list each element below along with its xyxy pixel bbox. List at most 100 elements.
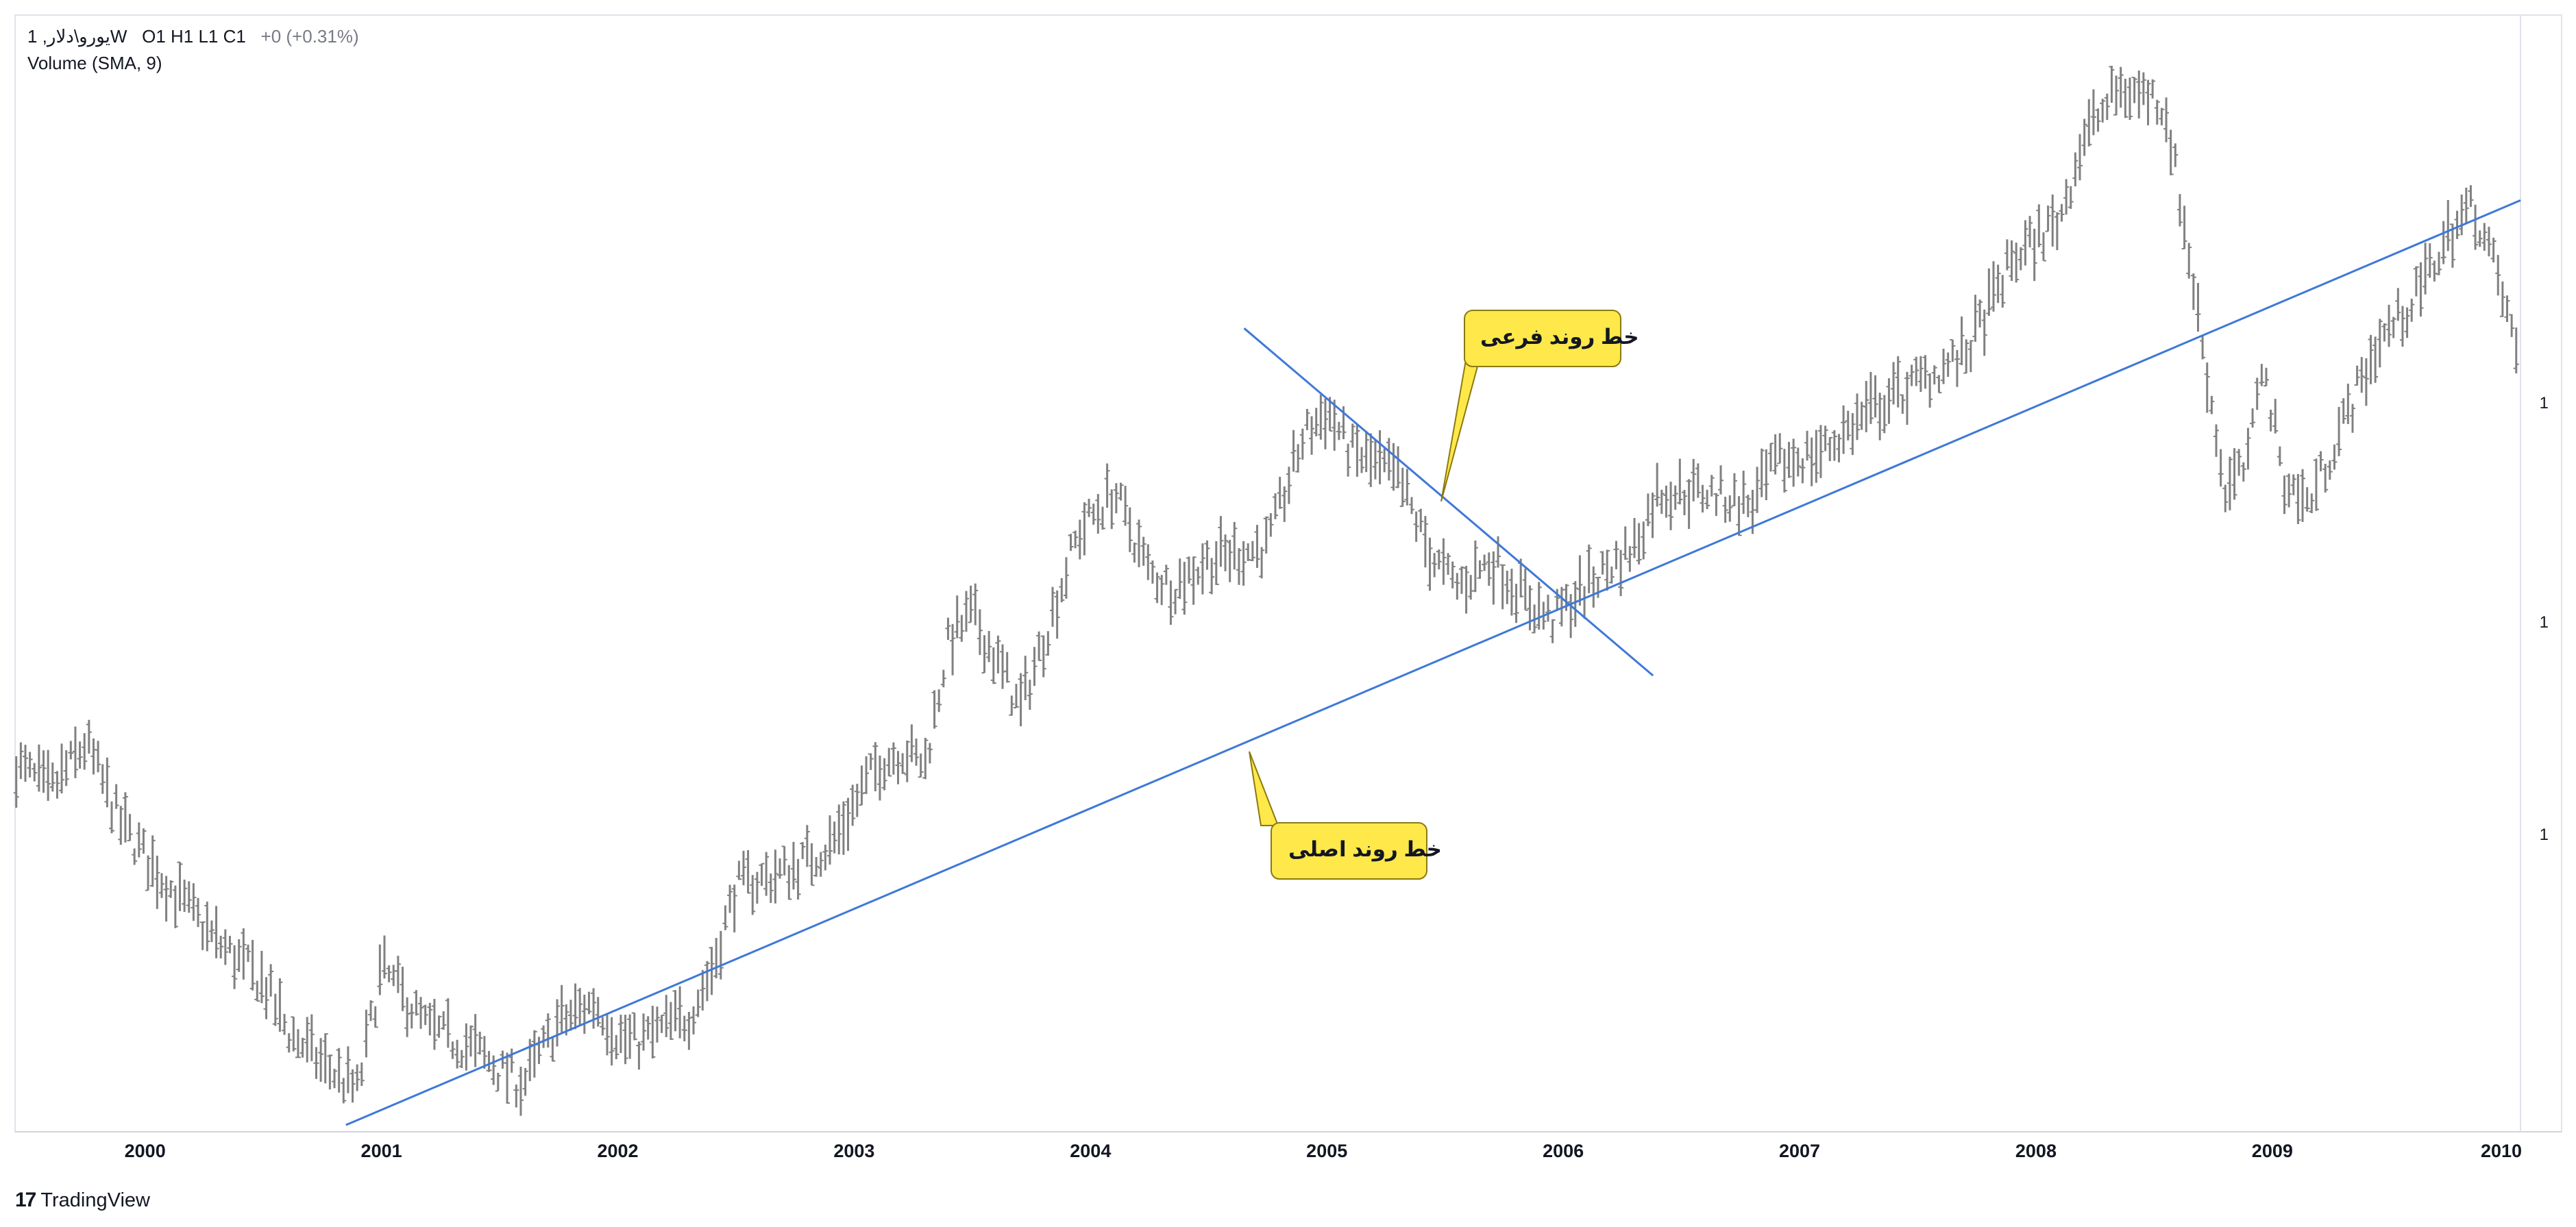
ohlc-bar xyxy=(2395,288,2401,321)
ohlc-bar xyxy=(327,1054,333,1090)
ohlc-bar xyxy=(177,861,183,911)
ohlc-bar xyxy=(113,784,119,809)
ohlc-bar xyxy=(2304,487,2310,512)
ohlc-bar xyxy=(2431,260,2438,282)
tradingview-brand[interactable]: 17 TradingView xyxy=(15,1189,150,1212)
ohlc-bar xyxy=(13,756,19,808)
ohlc-bar xyxy=(1018,673,1024,727)
ohlc-bar xyxy=(1959,316,1965,366)
x-tick-label: 2002 xyxy=(597,1141,639,1161)
symbol-legend[interactable]: 1 ,یورو\دلارW O1 H1 L1 C1 +0 (+0.31%) xyxy=(27,26,359,47)
ohlc-bar xyxy=(436,1015,442,1038)
ohlc-bar xyxy=(963,591,969,632)
ohlc-bar xyxy=(463,1023,469,1071)
ohlc-bar xyxy=(2477,230,2483,247)
ohlc-bar xyxy=(213,906,219,958)
ohlc-bar xyxy=(2000,275,2006,308)
ohlc-bar xyxy=(1977,299,1983,327)
callout-main-trendline[interactable] xyxy=(1249,751,1427,880)
ohlc-bar xyxy=(2159,108,2165,125)
ohlc-bar xyxy=(2236,449,2242,476)
ohlc-bar xyxy=(2327,460,2333,480)
ohlc-bar xyxy=(1850,413,1856,456)
ohlc-bar xyxy=(1963,339,1970,374)
ohlc-bar xyxy=(2336,406,2342,456)
ohlc-bar xyxy=(577,988,583,1026)
indicator-legend[interactable]: Volume (SMA, 9) xyxy=(27,53,162,73)
ohlc-bar xyxy=(2218,449,2224,487)
ohlc-bar xyxy=(2122,78,2129,119)
ohlc-bar xyxy=(2126,77,2133,121)
trendlines[interactable] xyxy=(345,199,2521,1126)
ohlc-bar xyxy=(1554,588,1560,610)
ohlc-bar xyxy=(495,1072,501,1092)
ohlc-bar xyxy=(2013,243,2020,283)
ohlc-bar xyxy=(1981,309,1987,356)
callout-main-box xyxy=(1271,822,1427,880)
ohlc-bar xyxy=(1886,378,1892,424)
ohlc-bar xyxy=(1213,541,1219,585)
ohlc-bar xyxy=(895,751,901,784)
ohlc-bar xyxy=(132,848,138,865)
ohlc-bar xyxy=(2022,220,2028,266)
ohlc-bar xyxy=(2163,97,2170,142)
ohlc-bar xyxy=(354,1064,360,1091)
callout-main-text: خط روند اصلی xyxy=(1288,837,1443,861)
ohlc-bar xyxy=(2136,71,2142,119)
ohlc-bar xyxy=(831,821,837,854)
ohlc-values: O1 H1 L1 C1 xyxy=(142,26,246,47)
ohlc-bar xyxy=(491,1055,497,1085)
ohlc-bar xyxy=(1090,504,1096,525)
ohlc-bar xyxy=(809,843,815,887)
ohlc-bar xyxy=(1863,381,1869,432)
ohlc-bar xyxy=(1636,523,1642,565)
price-label-upper: 1 xyxy=(2536,393,2551,414)
ohlc-bar xyxy=(850,784,856,826)
ohlc-bar xyxy=(458,1050,465,1069)
ohlc-bar xyxy=(1777,433,1783,464)
ohlc-bar xyxy=(909,724,915,763)
callout-main-pointer xyxy=(1249,751,1279,826)
ohlc-bar xyxy=(404,997,410,1037)
ohlc-bar xyxy=(1031,647,1038,686)
ohlc-bar xyxy=(2300,469,2306,522)
ohlc-bar xyxy=(2250,408,2256,428)
ohlc-bar xyxy=(2340,398,2346,424)
ohlc-bar xyxy=(127,814,133,841)
ohlc-bar xyxy=(1472,540,1478,593)
trendline-main[interactable] xyxy=(345,199,2521,1126)
ohlc-bar xyxy=(772,850,778,904)
ohlc-bar xyxy=(236,939,242,972)
ohlc-bar xyxy=(2268,409,2274,432)
ohlc-bar xyxy=(1995,264,2001,303)
ohlc-bar xyxy=(2490,237,2497,262)
symbol-name[interactable]: 1 ,یورو\دلارW xyxy=(27,26,127,47)
ohlc-bar xyxy=(1608,567,1615,584)
ohlc-bar xyxy=(2318,451,2324,471)
ohlc-bar xyxy=(1131,542,1138,563)
ohlc-bar xyxy=(1072,530,1079,549)
ohlc-bar xyxy=(1168,580,1174,625)
ohlc-bar xyxy=(1867,371,1874,424)
ohlc-bar xyxy=(1549,619,1556,643)
ohlc-bar xyxy=(727,884,733,913)
callout-secondary-trendline[interactable] xyxy=(1440,310,1621,502)
ohlc-bar xyxy=(1891,362,1897,405)
ohlc-bar xyxy=(22,745,28,782)
ohlc-bar xyxy=(1263,516,1269,554)
ohlc-bar xyxy=(2027,216,2033,248)
ohlc-bar xyxy=(282,1013,288,1035)
ohlc-bar xyxy=(149,835,156,887)
trendline-secondary[interactable] xyxy=(1243,327,1654,677)
ohlc-bar xyxy=(2154,99,2160,125)
x-tick-label: 2009 xyxy=(2251,1141,2293,1161)
ohlc-bar xyxy=(2227,456,2233,510)
ohlc-bar xyxy=(777,858,783,879)
ohlc-bar xyxy=(232,945,238,989)
ohlc-bar xyxy=(1173,588,1179,615)
ohlc-bar xyxy=(1522,568,1528,611)
ohlc-bar xyxy=(1281,486,1288,522)
ohlc-bar xyxy=(1240,541,1247,586)
ohlc-bar xyxy=(341,1078,347,1104)
